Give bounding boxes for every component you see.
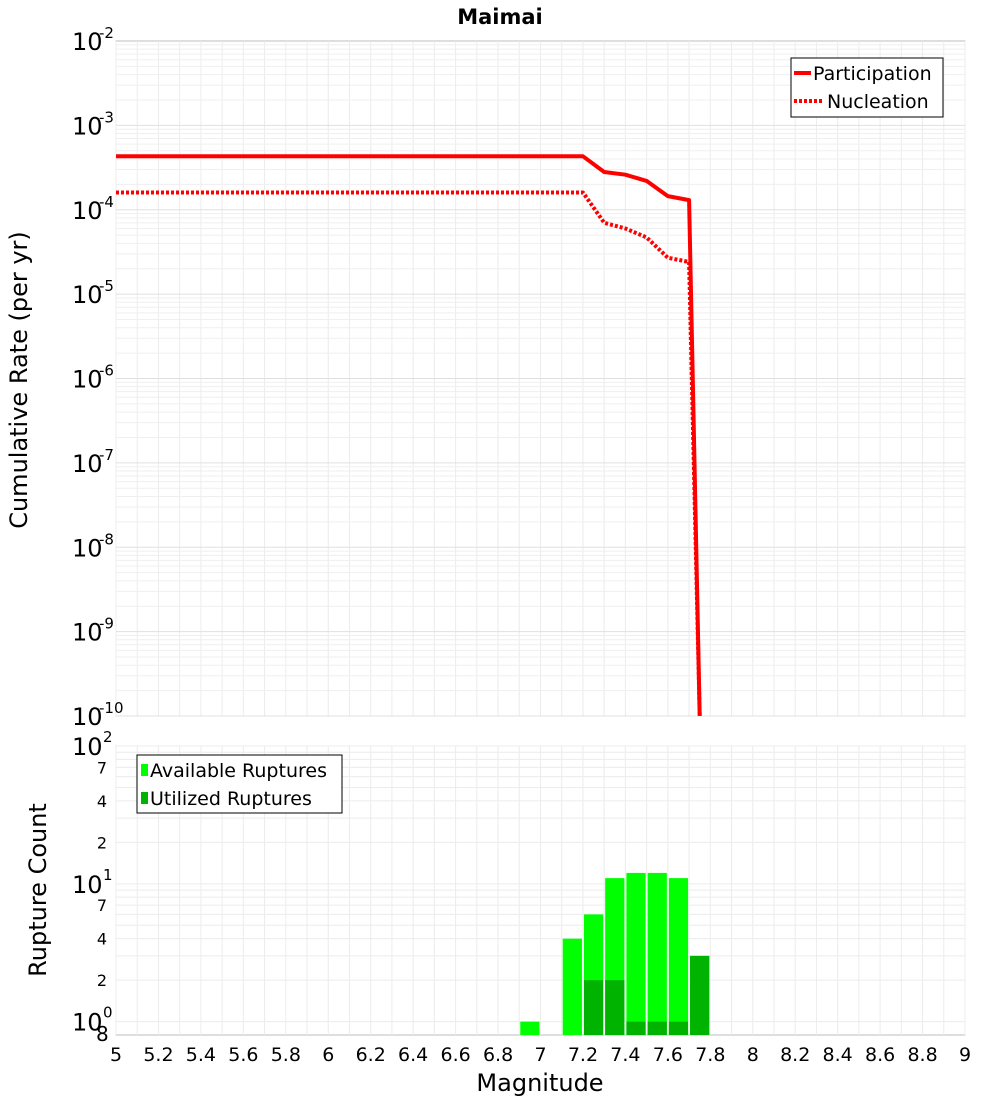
- rupture-y-decade-label: 10: [72, 733, 103, 761]
- magnitude-x-tick-label: 7.6: [653, 1044, 683, 1066]
- magnitude-x-tick-label: 9: [959, 1044, 971, 1066]
- rupture-y-decade-label: 10: [72, 871, 103, 899]
- rupture-y-decade-exponent: 1: [103, 866, 113, 884]
- rate-y-tick-label: 10: [72, 281, 103, 309]
- magnitude-x-tick-label: 6.8: [483, 1044, 513, 1066]
- rupture-y-tick-label: 4: [97, 792, 107, 811]
- bar-utilized: [647, 1021, 667, 1035]
- magnitude-x-tick-label: 6.6: [440, 1044, 470, 1066]
- rupture-y-tick-label: 7: [97, 758, 107, 777]
- magnitude-x-tick-label: 5.8: [271, 1044, 301, 1066]
- bar-utilized: [583, 980, 604, 1035]
- magnitude-x-tick-label: 7.8: [695, 1044, 725, 1066]
- rate-y-tick-exponent: -10: [99, 699, 124, 717]
- rupture-y-decade-label: 10: [72, 1009, 103, 1037]
- magnitude-x-tick-label: 5.2: [143, 1044, 173, 1066]
- rate-y-tick-label: 10: [72, 619, 103, 647]
- rupture-y-bottom-label: 8: [96, 1022, 109, 1046]
- bar-utilized: [668, 1021, 689, 1035]
- magnitude-x-tick-label: 6.4: [398, 1044, 428, 1066]
- rupture-y-tick-label: 2: [97, 833, 107, 852]
- rate-y-tick-label: 10: [72, 28, 103, 56]
- rate-y-tick-label: 10: [72, 703, 103, 731]
- rate-series: [116, 154, 702, 717]
- magnitude-x-tick-label: 5.6: [228, 1044, 258, 1066]
- rate-y-axis-label: Cumulative Rate (per yr): [5, 231, 33, 529]
- legend-swatch-utilized: [141, 792, 148, 804]
- rupture-y-tick-label: 4: [97, 930, 107, 949]
- bar-available: [647, 872, 667, 1035]
- bar-utilized: [605, 980, 625, 1035]
- rate-y-tick-exponent: -2: [99, 24, 114, 42]
- rupture-y-tick-label: 7: [97, 896, 107, 915]
- magnitude-x-tick-label: 8.6: [865, 1044, 895, 1066]
- chart-title: Maimai: [457, 5, 543, 29]
- rate-y-tick-label: 10: [72, 366, 103, 394]
- rate-y-tick-exponent: -8: [99, 530, 114, 548]
- rate-legend-box: [790, 57, 944, 118]
- rupture-y-decade-exponent: 2: [103, 728, 113, 746]
- rate-y-tick-exponent: -6: [99, 362, 114, 380]
- magnitude-x-tick-label: 5.4: [186, 1044, 216, 1066]
- rate-y-tick-exponent: -5: [99, 277, 114, 295]
- rupture-bars: [520, 872, 710, 1035]
- rate-y-tick-label: 10: [72, 197, 103, 225]
- magnitude-x-axis-label: Magnitude: [476, 1069, 603, 1097]
- bar-utilized: [626, 1021, 646, 1035]
- rate-grid: [115, 41, 966, 717]
- magnitude-x-tick-label: 7.4: [610, 1044, 640, 1066]
- series-line-participation: [116, 154, 702, 717]
- magnitude-x-tick-label: 7.2: [568, 1044, 598, 1066]
- rate-y-tick-label: 10: [72, 450, 103, 478]
- bar-available: [520, 1021, 540, 1035]
- magnitude-x-tick-label: 7: [534, 1044, 546, 1066]
- rupture-legend: Available Ruptures Utilized Ruptures: [136, 754, 343, 814]
- legend-label-nucleation: Nucleation: [827, 91, 929, 113]
- series-line-nucleation: [116, 190, 702, 717]
- rupture-legend-box: [136, 754, 343, 814]
- legend-swatch-available: [141, 764, 148, 776]
- magnitude-x-tick-label: 6.2: [356, 1044, 386, 1066]
- bar-available: [562, 938, 582, 1035]
- rate-y-tick-label: 10: [72, 534, 103, 562]
- legend-label-participation: Participation: [813, 63, 932, 85]
- legend-label-utilized: Utilized Ruptures: [150, 788, 312, 810]
- rupture-y-axis-label: Rupture Count: [24, 803, 52, 977]
- magnitude-x-tick-label: 6: [322, 1044, 334, 1066]
- bar-available: [668, 878, 689, 1035]
- rupture-y-decade-exponent: 0: [103, 1004, 113, 1022]
- bar-utilized: [690, 955, 710, 1035]
- magnitude-x-ticks: 5 5.2 5.4 5.6 5.8 6 6.2 6.4 6.6 6.8 7 7.2 7.4 7.6 7.8 8…: [110, 1044, 971, 1066]
- rate-y-tick-label: 10: [72, 112, 103, 140]
- rupture-y-tick-label: 2: [97, 971, 107, 990]
- rate-y-tick-exponent: -9: [99, 615, 114, 633]
- magnitude-x-tick-label: 8.4: [823, 1044, 853, 1066]
- magnitude-x-tick-label: 8.8: [907, 1044, 937, 1066]
- magnitude-x-tick-label: 5: [110, 1044, 122, 1066]
- rate-y-tick-exponent: -3: [99, 108, 114, 126]
- magnitude-x-tick-label: 8.2: [780, 1044, 810, 1066]
- rate-y-tick-exponent: -7: [99, 446, 114, 464]
- legend-label-available: Available Ruptures: [150, 760, 327, 782]
- bar-available: [626, 872, 646, 1035]
- rate-legend: Participation Nucleation: [790, 57, 944, 118]
- rate-y-tick-exponent: -4: [99, 193, 114, 211]
- magnitude-x-tick-label: 8: [747, 1044, 759, 1066]
